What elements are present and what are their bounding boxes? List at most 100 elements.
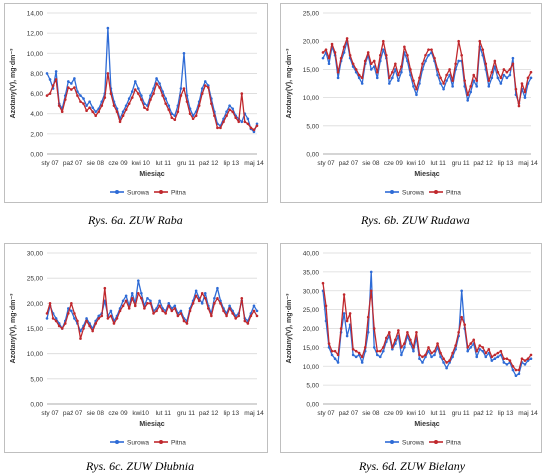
data-point (203, 291, 207, 295)
data-point (219, 302, 222, 305)
y-tick-label: 15,00 (27, 326, 44, 333)
data-point (369, 68, 373, 71)
data-point (115, 317, 119, 320)
y-tick-label: 14,00 (27, 11, 44, 18)
data-point (124, 108, 128, 111)
data-point (137, 92, 140, 95)
series-line-surowa (46, 27, 258, 133)
data-point (252, 309, 256, 313)
data-point (508, 73, 512, 77)
data-point (394, 62, 397, 66)
data-point (85, 104, 88, 107)
data-point (357, 73, 361, 77)
data-point (234, 116, 237, 120)
x-tick-label: sie 08 (87, 160, 105, 167)
data-point (427, 54, 430, 57)
data-point (427, 48, 430, 51)
data-point (161, 309, 164, 313)
data-point (439, 76, 442, 80)
data-point (161, 94, 164, 97)
data-point (406, 54, 409, 57)
data-point (143, 307, 146, 310)
data-point (48, 92, 52, 95)
data-point (246, 117, 250, 121)
data-point (240, 92, 244, 95)
data-point (490, 355, 494, 359)
data-point (54, 78, 58, 81)
series-line-surowa (322, 40, 532, 104)
data-point (424, 353, 427, 357)
legend-label: Surowa (402, 190, 424, 197)
data-point (146, 297, 149, 300)
data-point (249, 314, 253, 318)
data-point (469, 346, 473, 349)
x-tick-label: kwi 10 (407, 160, 426, 167)
data-point (378, 54, 382, 57)
data-point (487, 85, 491, 88)
data-point (149, 98, 152, 101)
data-point (403, 342, 406, 345)
data-point (436, 342, 439, 345)
data-point (130, 96, 134, 99)
data-point (520, 82, 524, 85)
data-point (327, 56, 331, 60)
data-point (360, 76, 364, 80)
data-point (97, 314, 101, 318)
data-point (88, 106, 91, 109)
data-point (445, 79, 448, 82)
data-point (511, 62, 515, 66)
legend-marker (434, 190, 438, 194)
data-point (375, 76, 379, 80)
data-point (460, 54, 463, 57)
x-tick-label: paź 12 (199, 410, 219, 417)
data-point (48, 78, 52, 81)
data-point (372, 59, 376, 63)
data-point (255, 309, 259, 313)
data-point (109, 92, 113, 95)
figure-caption-rudawa: Rys. 6b. ZUW Rudawa (361, 213, 470, 227)
data-point (388, 76, 391, 80)
x-tick-label: paź 07 (63, 410, 83, 417)
y-tick-label: 4,00 (30, 111, 43, 118)
data-point (391, 347, 394, 351)
data-point (188, 112, 192, 116)
data-point (478, 344, 482, 347)
data-point (403, 346, 406, 349)
data-point (439, 355, 442, 359)
data-point (140, 94, 143, 97)
data-point (400, 353, 403, 357)
data-point (484, 355, 488, 359)
data-point (508, 359, 512, 362)
data-point (79, 94, 82, 97)
x-tick-label: kwi 10 (131, 160, 150, 167)
data-point (222, 309, 225, 313)
data-point (529, 70, 533, 74)
data-point (207, 307, 210, 310)
data-point (146, 108, 149, 111)
chart-panel-bielany: 0,00 5,00 10,00 15,00 20,00 25,00 30,00 35,00 40… (273, 238, 546, 475)
data-point (339, 327, 343, 330)
data-point (487, 347, 491, 351)
x-tick-label: paź 07 (63, 160, 83, 167)
x-tick-label: gru 11 (177, 160, 195, 167)
data-point (421, 62, 424, 66)
data-point (400, 346, 403, 349)
data-point (67, 312, 70, 315)
x-tick-label: sie 08 (87, 410, 105, 417)
data-point (182, 51, 186, 55)
data-point (225, 110, 228, 113)
series-line-pitna (322, 283, 532, 371)
x-tick-label: kwi10 (132, 410, 149, 417)
data-point (511, 56, 515, 60)
y-tick-label: 20,00 (303, 326, 320, 333)
chart-frame: 0,00 5,00 10,00 15,00 20,00 25,00 30,00 35,00 40… (280, 243, 542, 453)
data-point (418, 353, 421, 357)
data-point (179, 309, 183, 313)
data-point (330, 349, 334, 353)
chart-frame: 0,00 5,00 10,00 15,00 20,00 25,00 sty 07 paź 07… (280, 3, 542, 203)
data-point (529, 76, 533, 80)
data-point (207, 84, 210, 87)
data-point (130, 291, 134, 295)
data-point (255, 314, 259, 318)
data-point (421, 355, 424, 359)
